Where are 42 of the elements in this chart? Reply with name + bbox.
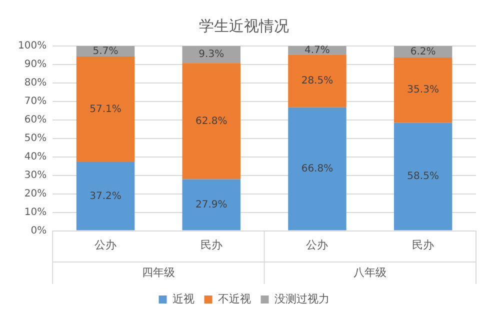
- data-label: 4.7%: [304, 44, 330, 56]
- data-label: 5.7%: [92, 46, 118, 57]
- bar: [394, 57, 452, 123]
- bar: [182, 46, 240, 64]
- y-tick-label: 100%: [18, 40, 47, 52]
- y-tick-label: 90%: [24, 59, 47, 70]
- bar: [76, 56, 135, 162]
- legend-label: 近视: [172, 292, 194, 306]
- y-tick-label: 70%: [24, 96, 47, 108]
- data-label: 66.8%: [301, 163, 334, 174]
- y-tick-label: 40%: [24, 151, 47, 162]
- bar: [182, 63, 240, 180]
- x-tick-label: 公办: [306, 238, 328, 252]
- data-label: 9.3%: [198, 49, 224, 60]
- bar: [394, 122, 452, 230]
- y-tick-label: 30%: [24, 170, 47, 181]
- y-tick-label: 50%: [24, 132, 47, 144]
- data-label: 28.5%: [301, 76, 334, 87]
- data-label: 37.2%: [90, 190, 122, 202]
- bar: [288, 54, 346, 108]
- x-tick-label: 公办: [94, 238, 117, 252]
- data-label: 57.1%: [90, 104, 122, 115]
- y-tick-label: 60%: [24, 114, 47, 126]
- data-label: 62.8%: [195, 116, 228, 127]
- y-tick-label: 10%: [24, 206, 47, 218]
- data-label: 58.5%: [407, 171, 439, 182]
- chart-title: 学生近视情况: [199, 16, 289, 35]
- legend-label: 不近视: [218, 292, 251, 306]
- x-tick-label: 民办: [412, 238, 434, 252]
- text: 八年级: [354, 266, 387, 279]
- text: 四年级: [142, 266, 175, 279]
- bar: [288, 107, 346, 230]
- bar: [76, 162, 135, 230]
- y-tick-label: 0%: [30, 225, 47, 236]
- bar: [182, 179, 240, 230]
- legend-label: 没测过视力: [274, 292, 330, 306]
- data-label: 27.9%: [195, 199, 228, 210]
- y-tick-label: 80%: [24, 78, 47, 89]
- y-tick-label: 20%: [24, 188, 47, 200]
- data-label: 6.2%: [410, 46, 436, 58]
- x-tick-label: 民办: [200, 238, 222, 252]
- data-label: 35.3%: [407, 84, 439, 96]
